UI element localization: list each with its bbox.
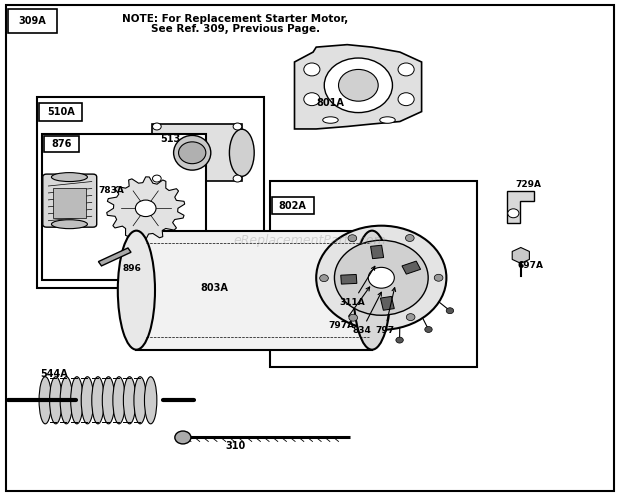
Ellipse shape — [353, 231, 391, 350]
Text: 544A: 544A — [41, 370, 68, 379]
Circle shape — [434, 274, 443, 281]
Ellipse shape — [81, 377, 94, 424]
Ellipse shape — [144, 377, 157, 424]
Text: eReplacementParts.com: eReplacementParts.com — [234, 234, 386, 247]
Text: NOTE: For Replacement Starter Motor,: NOTE: For Replacement Starter Motor, — [123, 14, 348, 24]
Ellipse shape — [123, 377, 136, 424]
Circle shape — [339, 69, 378, 101]
Circle shape — [446, 308, 454, 313]
Polygon shape — [99, 248, 131, 266]
Circle shape — [135, 200, 156, 217]
Circle shape — [349, 314, 358, 321]
Ellipse shape — [102, 377, 115, 424]
Ellipse shape — [174, 135, 211, 170]
Bar — [270, 181, 477, 367]
Ellipse shape — [323, 117, 339, 123]
Polygon shape — [107, 177, 185, 240]
Polygon shape — [294, 45, 422, 129]
Polygon shape — [402, 261, 420, 274]
FancyBboxPatch shape — [43, 174, 97, 227]
Polygon shape — [381, 297, 394, 310]
Ellipse shape — [118, 231, 155, 350]
Text: 797A: 797A — [329, 287, 370, 330]
Circle shape — [425, 326, 432, 332]
Bar — [152, 124, 242, 181]
Text: See Ref. 309, Previous Page.: See Ref. 309, Previous Page. — [151, 24, 320, 34]
Circle shape — [175, 431, 191, 444]
Circle shape — [398, 93, 414, 106]
Circle shape — [320, 275, 329, 282]
Text: 309A: 309A — [19, 16, 46, 26]
Circle shape — [396, 337, 403, 343]
Circle shape — [324, 58, 392, 113]
Circle shape — [304, 93, 320, 106]
Bar — [42, 134, 206, 280]
Bar — [136, 231, 372, 350]
Polygon shape — [507, 191, 534, 223]
Text: 783A: 783A — [98, 186, 124, 195]
FancyBboxPatch shape — [8, 9, 57, 33]
Circle shape — [398, 63, 414, 76]
Text: 876: 876 — [51, 139, 71, 149]
Bar — [37, 97, 264, 288]
Text: 729A: 729A — [516, 180, 542, 189]
Text: 797: 797 — [375, 288, 396, 335]
Circle shape — [153, 175, 161, 182]
Ellipse shape — [50, 377, 62, 424]
Circle shape — [334, 240, 428, 315]
Text: 310: 310 — [226, 441, 246, 451]
Circle shape — [304, 63, 320, 76]
FancyBboxPatch shape — [272, 197, 314, 214]
Polygon shape — [371, 245, 384, 258]
FancyBboxPatch shape — [44, 136, 79, 152]
Ellipse shape — [92, 377, 104, 424]
Ellipse shape — [51, 173, 87, 182]
Text: 802A: 802A — [279, 201, 306, 211]
Ellipse shape — [379, 117, 396, 123]
Circle shape — [179, 142, 206, 164]
Polygon shape — [512, 248, 529, 263]
Text: 896: 896 — [122, 264, 141, 273]
Text: 311A: 311A — [340, 266, 375, 307]
Text: 834: 834 — [352, 292, 381, 335]
Circle shape — [233, 175, 242, 182]
Circle shape — [233, 123, 242, 130]
Circle shape — [368, 267, 394, 288]
Text: 510A: 510A — [47, 107, 74, 117]
Circle shape — [153, 123, 161, 130]
Text: 803A: 803A — [200, 283, 228, 293]
Circle shape — [348, 235, 356, 242]
Ellipse shape — [113, 377, 125, 424]
FancyBboxPatch shape — [39, 103, 82, 121]
Text: 697A: 697A — [517, 261, 543, 270]
Bar — [53, 188, 86, 218]
Circle shape — [508, 209, 519, 218]
Circle shape — [316, 226, 446, 330]
Ellipse shape — [39, 377, 51, 424]
Ellipse shape — [71, 377, 83, 424]
Circle shape — [405, 235, 414, 242]
Ellipse shape — [229, 129, 254, 177]
Circle shape — [406, 313, 415, 320]
Text: 801A: 801A — [316, 98, 343, 108]
Polygon shape — [341, 274, 357, 284]
Text: 513: 513 — [161, 134, 180, 144]
Ellipse shape — [134, 377, 146, 424]
Ellipse shape — [51, 220, 87, 229]
Ellipse shape — [60, 377, 73, 424]
